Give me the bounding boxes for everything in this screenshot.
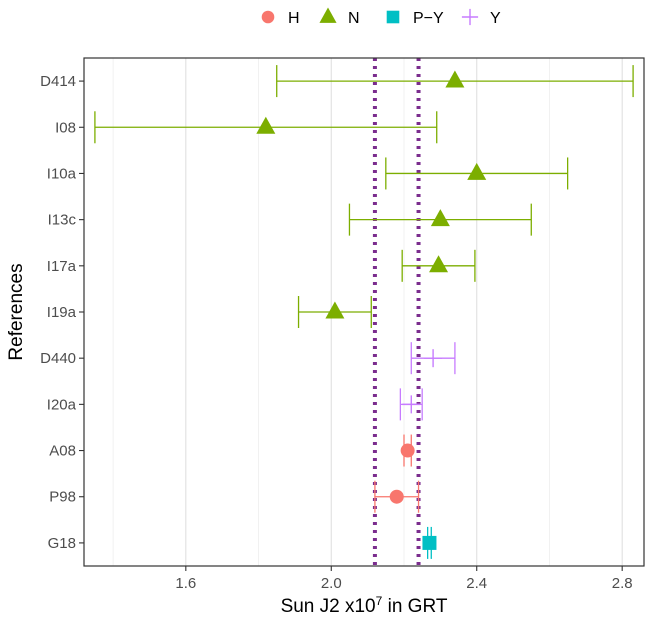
data-point	[256, 116, 276, 134]
y-tick-label: I17a	[47, 258, 77, 275]
legend-key-circle	[261, 10, 275, 24]
legend-label: Y	[490, 10, 501, 27]
data-point	[325, 301, 345, 319]
data-point	[422, 535, 437, 550]
data-point	[402, 395, 421, 414]
data-point	[400, 443, 415, 458]
y-tick-label: D414	[40, 73, 76, 90]
legend-entry: Y	[461, 8, 501, 27]
y-tick-label: I20a	[47, 396, 77, 413]
y-tick-label: G18	[48, 535, 76, 552]
data-point	[467, 162, 487, 180]
markers	[256, 70, 487, 550]
y-tick-label: A08	[49, 443, 76, 460]
legend-entry: N	[319, 7, 360, 27]
legend-key-plus	[461, 8, 479, 26]
y-tick-label: D440	[40, 350, 76, 367]
legend-key-square	[386, 10, 400, 24]
data-point	[429, 255, 449, 273]
y-axis-ticks: D414 I08 I10a I13c I17a I19a D440 I20a A08 P98 G18	[40, 73, 84, 552]
x-tick-label: 2.4	[466, 575, 487, 592]
x-axis-title: Sun J2 x107 in GRT	[281, 594, 448, 617]
y-tick-label: I19a	[47, 304, 77, 321]
y-tick-label: P98	[49, 489, 76, 506]
legend-label: N	[348, 10, 360, 27]
x-axis-ticks: 1.6 2.0 2.4 2.8	[175, 566, 633, 592]
y-axis-title: References	[6, 263, 27, 360]
x-axis-title-tail: in GRT	[382, 596, 448, 617]
data-point	[424, 349, 443, 368]
y-tick-label: I08	[55, 119, 76, 136]
data-point	[445, 70, 465, 88]
y-tick-label: I10a	[47, 165, 77, 182]
x-axis-title-main: Sun J2 x10	[281, 596, 376, 617]
x-axis-title-superscript: 7	[376, 594, 383, 608]
data-point	[389, 489, 404, 504]
y-tick-label: I13c	[48, 212, 77, 229]
x-tick-label: 1.6	[175, 575, 196, 592]
legend-entry: P−Y	[386, 10, 444, 27]
x-tick-label: 2.8	[612, 575, 633, 592]
legend-entry: H	[261, 10, 300, 27]
x-tick-label: 2.0	[321, 575, 342, 592]
legend-label: P−Y	[413, 10, 444, 27]
legend-key-triangle	[319, 7, 337, 23]
legend-label: H	[288, 10, 300, 27]
data-point	[430, 209, 450, 227]
legend: H N P−Y Y	[261, 7, 501, 27]
